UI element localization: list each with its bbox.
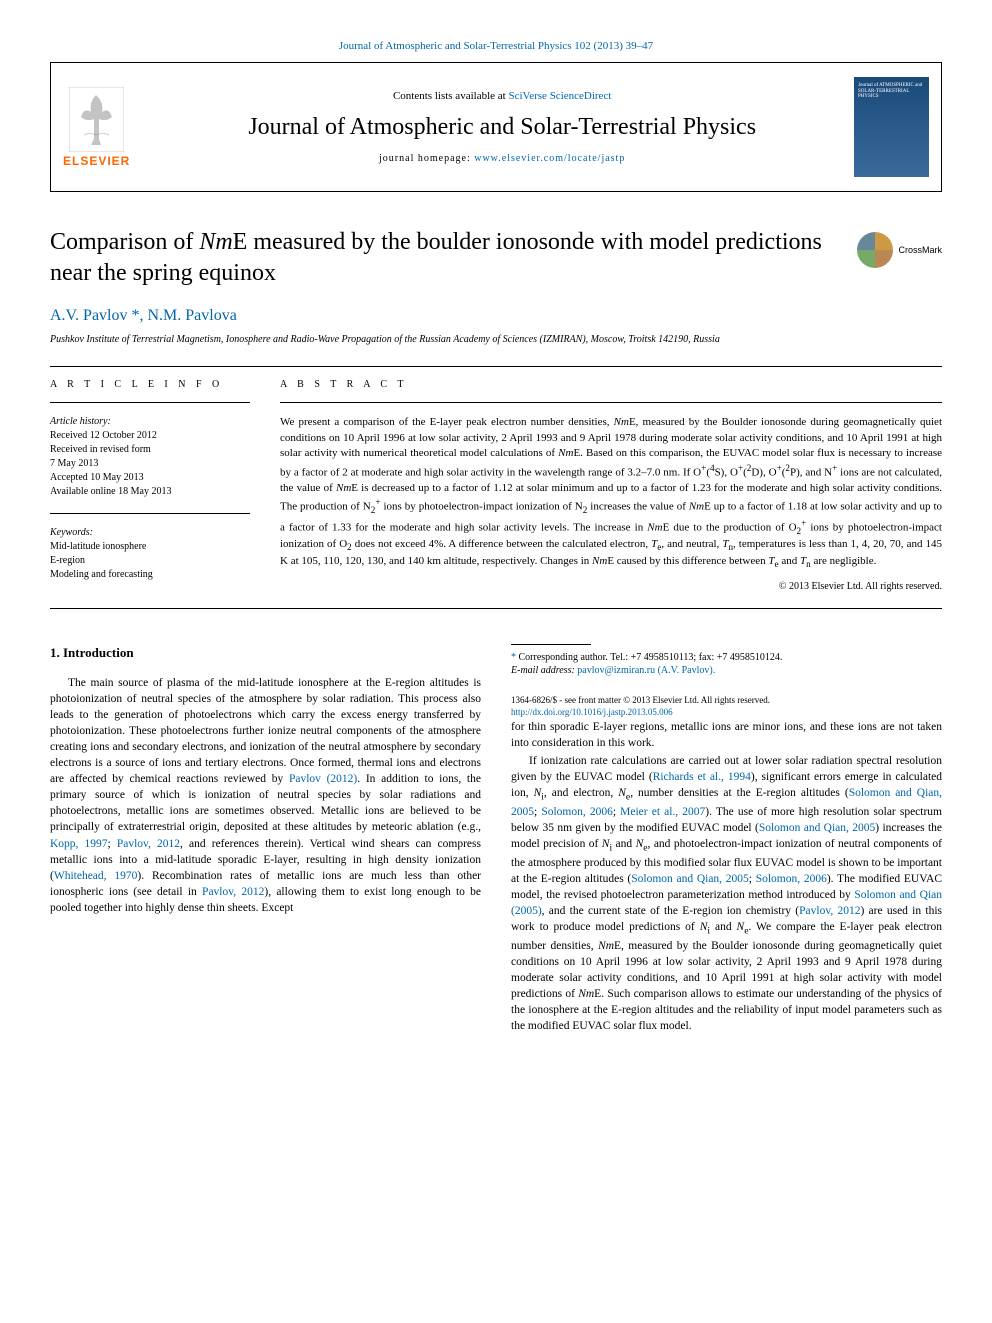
divider: [50, 366, 942, 367]
section-heading: 1. Introduction: [50, 644, 481, 662]
journal-homepage: journal homepage: www.elsevier.com/locat…: [150, 153, 854, 164]
doi-link[interactable]: http://dx.doi.org/10.1016/j.jastp.2013.0…: [511, 707, 673, 717]
article-body: 1. Introduction The main source of plasm…: [50, 644, 942, 1056]
publisher-name: ELSEVIER: [63, 154, 130, 168]
footnote-separator: [511, 644, 591, 645]
divider: [50, 402, 250, 403]
body-paragraph: for thin sporadic E-layer regions, metal…: [511, 719, 942, 751]
journal-cover-thumbnail[interactable]: Journal of ATMOSPHERIC and SOLAR-TERREST…: [854, 77, 929, 177]
author-email-link[interactable]: pavlov@izmiran.ru (A.V. Pavlov).: [577, 665, 715, 676]
contents-available: Contents lists available at SciVerse Sci…: [150, 90, 854, 102]
journal-reference[interactable]: Journal of Atmospheric and Solar-Terrest…: [50, 40, 942, 52]
elsevier-tree-icon: [69, 87, 124, 152]
publisher-logo[interactable]: ELSEVIER: [63, 87, 130, 168]
affiliation: Pushkov Institute of Terrestrial Magneti…: [50, 333, 942, 346]
article-info-label: A R T I C L E I N F O: [50, 379, 250, 390]
divider: [50, 608, 942, 609]
corresponding-author-footnote: * Corresponding author. Tel.: +7 4958510…: [511, 651, 942, 677]
divider: [280, 402, 942, 403]
cover-label: Journal of ATMOSPHERIC and SOLAR-TERREST…: [858, 83, 929, 100]
author-list[interactable]: A.V. Pavlov *, N.M. Pavlova: [50, 307, 237, 324]
article-history: Article history: Received 12 October 201…: [50, 415, 250, 499]
crossmark-badge[interactable]: CrossMark: [857, 232, 942, 268]
body-paragraph: If ionization rate calculations are carr…: [511, 753, 942, 1034]
authors: A.V. Pavlov *, N.M. Pavlova: [50, 307, 942, 325]
abstract-copyright: © 2013 Elsevier Ltd. All rights reserved…: [280, 581, 942, 592]
body-paragraph: The main source of plasma of the mid-lat…: [50, 675, 481, 916]
crossmark-label: CrossMark: [898, 245, 942, 255]
journal-title: Journal of Atmospheric and Solar-Terrest…: [150, 114, 854, 141]
abstract-label: A B S T R A C T: [280, 379, 942, 390]
sciencedirect-link[interactable]: SciVerse ScienceDirect: [508, 90, 611, 102]
keywords: Keywords: Mid-latitude ionosphere E-regi…: [50, 526, 250, 582]
journal-header: ELSEVIER Contents lists available at Sci…: [50, 62, 942, 192]
abstract-text: We present a comparison of the E-layer p…: [280, 415, 942, 571]
footer-publication-info: 1364-6826/$ - see front matter © 2013 El…: [511, 695, 942, 718]
divider: [50, 513, 250, 514]
homepage-link[interactable]: www.elsevier.com/locate/jastp: [474, 153, 625, 164]
article-title: Comparison of NmE measured by the boulde…: [50, 227, 942, 289]
crossmark-icon: [857, 232, 893, 268]
